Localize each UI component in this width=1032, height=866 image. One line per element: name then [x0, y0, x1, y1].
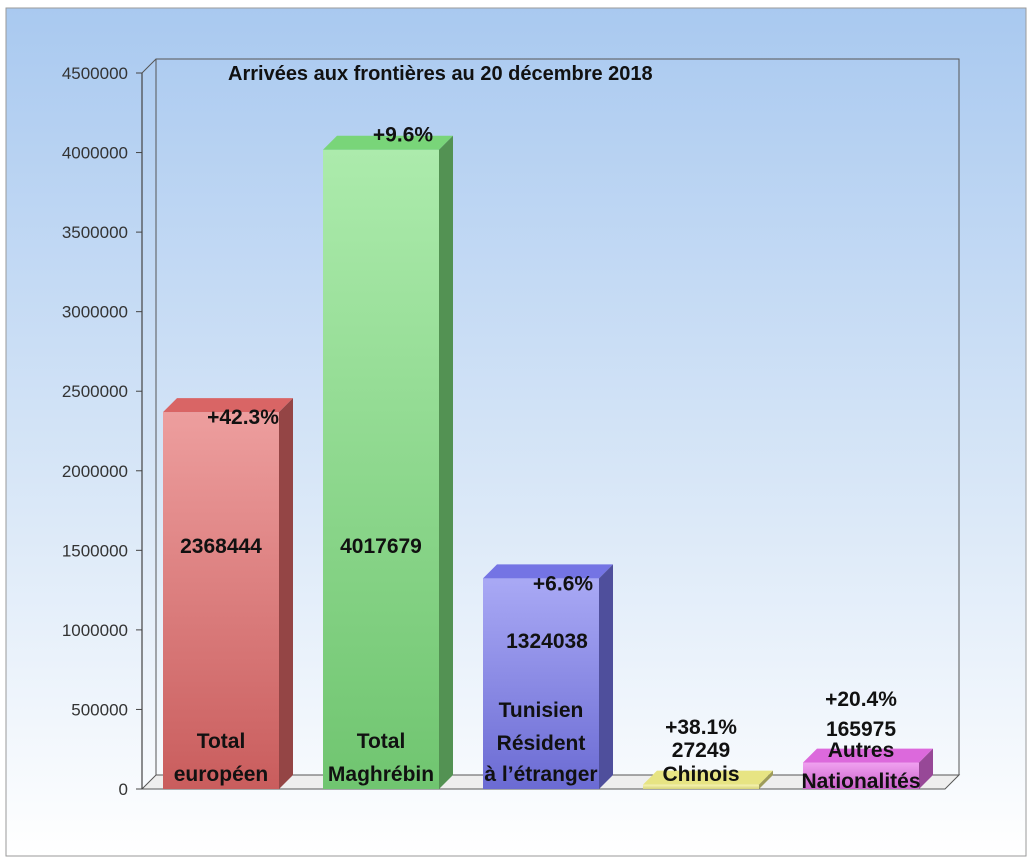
category-label: Total [357, 730, 406, 753]
y-tick-label: 1000000 [62, 621, 128, 640]
category-label: Résident [497, 732, 586, 755]
y-tick-label: 2500000 [62, 382, 128, 401]
y-tick-label: 2000000 [62, 462, 128, 481]
y-tick-label: 4000000 [62, 144, 128, 163]
category-label: européen [174, 763, 269, 786]
data-labels: Total européen +42.3% 2368444 Total Maghrébin… [174, 124, 921, 793]
bar-top [643, 770, 773, 785]
change-label: +42.3% [207, 406, 279, 429]
bars [163, 135, 933, 790]
bar-side [279, 398, 293, 789]
bar-0 [163, 398, 293, 789]
y-axis-ticks: 0 500000 1000000 1500000 2000000 2500000 30000… [62, 64, 142, 799]
y-tick-label: 500000 [71, 700, 128, 719]
y-tick-label: 3000000 [62, 303, 128, 322]
value-label: 27249 [672, 739, 730, 762]
value-label: 165975 [826, 718, 896, 741]
bar-top [323, 135, 453, 150]
bar-front [803, 762, 919, 789]
category-label: Maghrébin [328, 763, 434, 786]
category-label: Chinois [663, 763, 740, 786]
y-tick-label: 1500000 [62, 541, 128, 560]
y-tick-label: 0 [119, 780, 128, 799]
back-wall-edge [141, 58, 960, 775]
bar-1 [323, 135, 453, 790]
bar-side [439, 135, 453, 790]
bar-side [759, 770, 773, 789]
value-label: 1324038 [506, 630, 588, 653]
bar-side [919, 748, 933, 789]
bar-front [483, 578, 599, 789]
bar-3 [643, 770, 773, 789]
value-label: 4017679 [340, 535, 422, 558]
value-label: 2368444 [180, 535, 262, 558]
category-label: Tunisien [499, 699, 584, 722]
category-label: Autres [828, 739, 895, 762]
y-tick-label: 4500000 [62, 64, 128, 83]
chart-title: Arrivées aux frontières au 20 décembre 2… [228, 63, 653, 85]
bar-side [599, 564, 613, 789]
y-tick-label: 3500000 [62, 223, 128, 242]
change-label: +20.4% [825, 688, 897, 711]
bar-top [483, 564, 613, 579]
bar-front [323, 149, 439, 790]
category-label: Nationalités [801, 770, 920, 793]
change-label: +9.6% [373, 124, 433, 147]
category-label: Total [197, 730, 246, 753]
change-label: +6.6% [533, 572, 593, 595]
bar-2 [483, 564, 613, 789]
category-label: à l’étranger [484, 763, 597, 786]
bar-top [803, 748, 933, 763]
bar-front [643, 784, 759, 789]
bar-top [163, 398, 293, 413]
bar-front [163, 412, 279, 789]
change-label: +38.1% [665, 716, 737, 739]
bar-4 [803, 748, 933, 789]
